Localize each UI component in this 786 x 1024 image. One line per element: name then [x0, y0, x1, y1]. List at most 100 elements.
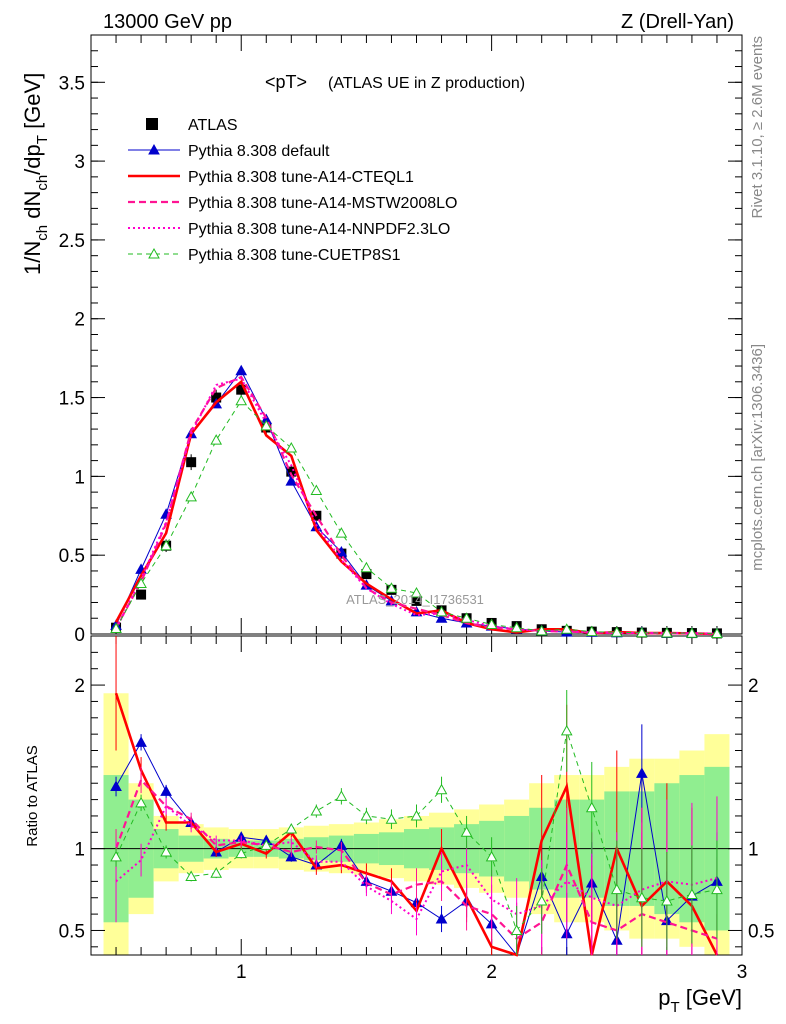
- y-axis-label-sub: ch: [34, 175, 51, 191]
- plot-subtitle: (ATLAS UE in Z production): [328, 75, 525, 92]
- data-point: [285, 475, 298, 486]
- data-point: [686, 627, 698, 638]
- watermark: ATLAS_2014_I1736531: [346, 592, 484, 607]
- ratio-point: [310, 805, 323, 816]
- axes: 0 0.5 1 1.5 2 2.5 3 3.5 0.5 0.5 1 1 2 2 1 2 3: [59, 34, 774, 983]
- legend-label: Pythia 8.308 tune-A14-NNPDF2.3LO: [188, 221, 450, 238]
- y-axis-label-part: 1/N: [20, 241, 45, 275]
- data-point: [285, 441, 298, 453]
- data-point: [635, 626, 648, 638]
- x-tick-label: 2: [486, 962, 497, 983]
- ratio-point: [635, 891, 648, 903]
- ratio-point: [535, 894, 548, 906]
- legend-swatch: [146, 118, 158, 130]
- data-point: [485, 618, 498, 630]
- ratio-point: [210, 867, 223, 878]
- y-axis-label-sub: T: [34, 135, 51, 144]
- data-point: [185, 490, 198, 502]
- ratio-point: [460, 826, 473, 837]
- data-point: [410, 586, 423, 598]
- ratio-point: [385, 813, 398, 824]
- y-tick-label: 1.5: [59, 389, 85, 410]
- ratio-point: [160, 845, 172, 857]
- data-point: [335, 527, 348, 538]
- legend-entry: Pythia 8.308 tune-A14-MSTW2008LO: [128, 195, 457, 212]
- atlas-data-point: [236, 384, 247, 395]
- y-axis-label-part: dN: [20, 191, 45, 225]
- ratio-point: [135, 796, 147, 808]
- x-tick-label: 1: [236, 962, 247, 983]
- legend-label: Pythia 8.308 default: [188, 143, 330, 160]
- data-point: [435, 605, 448, 617]
- x-axis-label-sub: T: [670, 999, 679, 1016]
- ratio-y-tick-label-right: 1: [748, 840, 759, 861]
- ratio-point: [110, 780, 122, 792]
- data-point: [235, 394, 248, 406]
- ratio-y-tick-label: 1: [74, 840, 85, 861]
- ratio-point: [435, 783, 448, 795]
- ratio-y-tick-label-right: 2: [748, 676, 759, 697]
- ratio-point: [285, 823, 298, 834]
- legend-label: Pythia 8.308 tune-CUETP8S1: [188, 247, 401, 264]
- data-point: [160, 539, 172, 551]
- ratio-y-axis-label: Ratio to ATLAS: [24, 745, 41, 846]
- data-point: [135, 577, 147, 589]
- ratio-point: [335, 790, 348, 801]
- atlas-data-point: [186, 457, 197, 468]
- data-point: [535, 624, 548, 636]
- legend-entry: Pythia 8.308 default: [128, 143, 330, 160]
- y-tick-label: 3: [74, 152, 85, 173]
- ratio-point: [110, 850, 122, 862]
- ratio-point: [485, 850, 498, 862]
- ratio-point: [185, 870, 198, 881]
- data-point: [235, 364, 248, 376]
- header-right: Z (Drell-Yan): [621, 11, 734, 33]
- y-tick-label: 3.5: [59, 73, 85, 94]
- ratio-y-tick-label-right: 0.5: [748, 921, 774, 942]
- legend-marker: [148, 247, 160, 259]
- ratio-point: [135, 736, 147, 747]
- ratio-point: [711, 883, 723, 895]
- atlas-data-point: [361, 569, 372, 580]
- legend: ATLAS Pythia 8.308 default Pythia 8.308 tu…: [128, 117, 457, 264]
- legend-entry: Pythia 8.308 tune-CUETP8S1: [128, 247, 401, 264]
- y-axis-label: 1/Nch dNch/dpT [GeV]: [20, 73, 51, 275]
- ratio-point: [410, 809, 423, 821]
- y-axis-label-sub: ch: [34, 225, 51, 241]
- data-point: [585, 625, 598, 637]
- ratio-y-tick-label: 2: [74, 676, 85, 697]
- data-point: [610, 626, 623, 637]
- legend-entry: Pythia 8.308 tune-A14-CTEQL1: [128, 169, 414, 186]
- legend-entry: Pythia 8.308 tune-A14-NNPDF2.3LO: [128, 221, 450, 238]
- x-tick-label: 3: [737, 962, 748, 983]
- series-pythia-8-308-tune-cuetp8s1: [110, 394, 723, 639]
- series-layer: [110, 364, 723, 957]
- y-tick-label: 0: [74, 625, 85, 646]
- ratio-y-tick-label: 0.5: [59, 921, 85, 942]
- side-text-bottom: mcplots.cern.ch [arXiv:1306.3436]: [749, 344, 766, 571]
- legend-label: Pythia 8.308 tune-A14-CTEQL1: [188, 169, 414, 186]
- header-left: 13000 GeV pp: [103, 11, 232, 33]
- data-point: [310, 484, 323, 496]
- data-point: [210, 434, 223, 445]
- ratio-point: [360, 809, 373, 821]
- ratio-point: [160, 785, 172, 796]
- data-point: [711, 627, 723, 639]
- ratio-point: [585, 801, 598, 813]
- atlas-data-point: [286, 466, 297, 477]
- ratio-point: [610, 883, 623, 895]
- data-point: [510, 621, 523, 633]
- legend-label: ATLAS: [188, 117, 238, 134]
- atlas-data-point: [136, 589, 147, 600]
- data-point: [110, 622, 122, 633]
- y-tick-label: 1: [74, 467, 85, 488]
- ratio-point: [260, 839, 273, 850]
- y-tick-label: 0.5: [59, 546, 85, 567]
- plot-title: <pT>: [265, 72, 307, 92]
- ratio-point: [635, 767, 648, 778]
- data-point: [435, 612, 448, 623]
- ratio-point: [510, 924, 523, 935]
- legend-marker: [148, 143, 160, 155]
- data-point: [260, 419, 273, 431]
